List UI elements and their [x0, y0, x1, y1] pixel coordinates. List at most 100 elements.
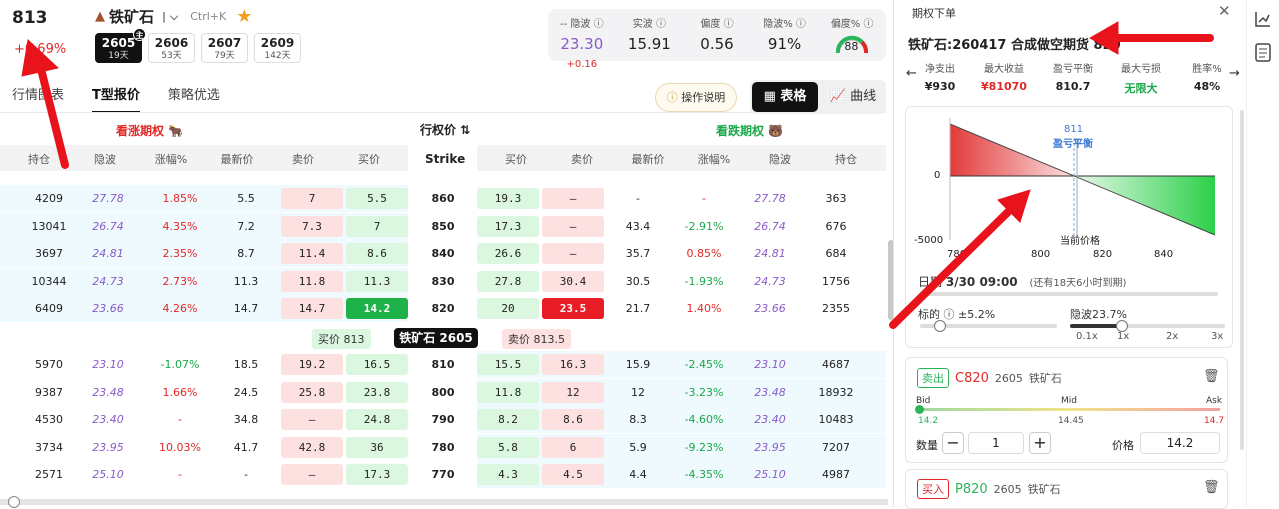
info-icon: ⓘ: [943, 308, 955, 321]
chevron-right-icon[interactable]: →: [1229, 66, 1240, 81]
strike-label[interactable]: 行权价 ⇅: [420, 123, 471, 137]
panel-title: 期权下单: [912, 7, 956, 20]
iv-slider-handle[interactable]: [1116, 320, 1128, 332]
ask-price-box[interactable]: 6: [542, 436, 604, 458]
tab-strategy[interactable]: 策略优选: [167, 88, 220, 103]
price-marker[interactable]: [915, 405, 924, 414]
option-row[interactable]: 3734 23.95 10.03% 41.7 5.9 -9.23% 23.95 7207 42.…: [0, 433, 886, 461]
column-header[interactable]: 涨幅%: [154, 153, 188, 166]
bid-price-box[interactable]: 36: [346, 436, 408, 458]
bid-price-box[interactable]: 11.3: [346, 270, 408, 292]
side-tag-sell[interactable]: 卖出: [917, 368, 949, 388]
ask-price-box[interactable]: 25.8: [281, 381, 343, 403]
ask-price-box[interactable]: –: [542, 188, 604, 209]
bid-price-box[interactable]: 19.3: [477, 188, 539, 209]
column-header[interactable]: 卖价: [571, 153, 593, 166]
bid-price-box[interactable]: 4.3: [477, 464, 539, 485]
trash-icon[interactable]: 🗑: [1203, 480, 1220, 495]
month-2609[interactable]: 2609 142天: [254, 33, 301, 63]
tab-chart[interactable]: 行情图表: [12, 88, 65, 103]
qty-input[interactable]: 1: [968, 432, 1024, 454]
bid-price-box[interactable]: 20: [477, 298, 539, 319]
bid-price-box[interactable]: 15.5: [477, 354, 539, 375]
chevron-left-icon[interactable]: ←: [906, 66, 917, 81]
column-header[interactable]: 持仓: [835, 153, 857, 166]
ask-price-box[interactable]: 7.3: [281, 215, 343, 237]
instrument-selector[interactable]: ▲ 铁矿石 | ⌵ Ctrl+K ★: [95, 6, 252, 27]
document-icon[interactable]: [1255, 43, 1271, 62]
bid-price-box[interactable]: 26.6: [477, 243, 539, 264]
month-2606[interactable]: 2606 53天: [148, 33, 195, 63]
ask-price-box[interactable]: 7: [281, 188, 343, 209]
bid-price-box[interactable]: 23.8: [346, 381, 408, 403]
panel-scrollbar[interactable]: [1240, 110, 1244, 450]
option-row[interactable]: 13041 26.74 4.35% 7.2 43.4 -2.91% 26.74 676 7.3 7…: [0, 212, 886, 240]
cell-p-iv: 23.48: [754, 385, 786, 399]
curve-view-button[interactable]: 📈 曲线: [829, 89, 877, 104]
horizontal-scrollbar[interactable]: [0, 499, 888, 505]
scroll-handle[interactable]: [8, 496, 20, 508]
bid-price-box[interactable]: 14.2: [346, 298, 408, 319]
bid-price-box[interactable]: 7: [346, 215, 408, 237]
side-tag-buy[interactable]: 买入: [917, 479, 949, 499]
option-row[interactable]: 4209 27.78 1.85% 5.5- -27.78 363 7 5.5 19.3–860: [0, 185, 886, 212]
column-header[interactable]: 隐波: [94, 153, 116, 166]
chart-tool-icon[interactable]: [1254, 10, 1272, 28]
bid-price-box[interactable]: 5.5: [346, 188, 408, 209]
help-button[interactable]: ⓘ 操作说明: [655, 83, 737, 112]
bid-price-box[interactable]: 8.6: [346, 243, 408, 264]
price-range-bar[interactable]: [918, 408, 1220, 411]
bid-price-box[interactable]: 17.3: [346, 464, 408, 485]
column-header[interactable]: 卖价: [292, 153, 314, 166]
ask-price-box[interactable]: 42.8: [281, 436, 343, 458]
ask-price-box[interactable]: 19.2: [281, 354, 343, 375]
bid-price-box[interactable]: 27.8: [477, 270, 539, 292]
bid-price-box[interactable]: 24.8: [346, 409, 408, 430]
bid-price-box[interactable]: 11.8: [477, 381, 539, 403]
iv-slider[interactable]: [1070, 324, 1225, 328]
option-row[interactable]: 2571 25.10 - - 4.4 -4.35% 25.10 4987 –17.3 4.3 4.5…: [0, 461, 886, 488]
ask-price-box[interactable]: 11.8: [281, 270, 343, 292]
trash-icon[interactable]: 🗑: [1203, 369, 1220, 384]
option-row[interactable]: 6409 23.66 4.26% 14.7 21.7 1.40% 23.66 2355 14.7…: [0, 295, 886, 322]
column-header[interactable]: 最新价: [631, 153, 665, 166]
ask-price-box[interactable]: –: [542, 243, 604, 264]
ask-price-box[interactable]: –: [281, 464, 343, 485]
column-header[interactable]: 最新价: [220, 153, 254, 166]
ask-price-box[interactable]: –: [542, 215, 604, 237]
ask-price-box[interactable]: 23.5: [542, 298, 604, 319]
ask-price-box[interactable]: –: [281, 409, 343, 430]
underlying-slider-handle[interactable]: [934, 320, 946, 332]
column-header[interactable]: 买价: [358, 153, 380, 166]
option-row[interactable]: 9387 23.48 1.66% 24.5 12 -3.23% 23.48 18932 25.8…: [0, 378, 886, 406]
qty-plus-button[interactable]: +: [1029, 432, 1051, 454]
date-slider[interactable]: [920, 292, 1218, 296]
bid-price-box[interactable]: 16.5: [346, 354, 408, 375]
ask-price-box[interactable]: 14.7: [281, 298, 343, 319]
month-2605[interactable]: 2605 19天 主: [95, 28, 146, 63]
option-row[interactable]: 5970 23.10 -1.07% 18.5 15.9 -2.45% 23.10 4687 19…: [0, 351, 886, 378]
ask-price-box[interactable]: 4.5: [542, 464, 604, 485]
option-row[interactable]: 3697 24.81 2.35% 8.7 35.7 0.85% 24.81 684 11.4 8.…: [0, 240, 886, 267]
column-header[interactable]: 涨幅%: [697, 153, 731, 166]
chevron-down-icon[interactable]: | ⌵: [162, 9, 179, 23]
column-header[interactable]: 隐波: [769, 153, 791, 166]
tab-t-quote[interactable]: T型报价: [92, 84, 140, 113]
favorite-star-icon[interactable]: ★: [236, 6, 253, 27]
qty-minus-button[interactable]: −: [942, 432, 964, 454]
price-input[interactable]: 14.2: [1140, 432, 1220, 454]
option-row[interactable]: 10344 24.73 2.73% 11.3 30.5 -1.93% 24.73 1756 11…: [0, 267, 886, 295]
ask-price-box[interactable]: 11.4: [281, 243, 343, 264]
ask-price-box[interactable]: 16.3: [542, 354, 604, 375]
ask-price-box[interactable]: 30.4: [542, 270, 604, 292]
column-header[interactable]: 买价: [505, 153, 527, 166]
bid-price-box[interactable]: 17.3: [477, 215, 539, 237]
ask-price-box[interactable]: 12: [542, 381, 604, 403]
bid-price-box[interactable]: 5.8: [477, 436, 539, 458]
month-2607[interactable]: 2607 79天: [201, 33, 248, 63]
bid-price-box[interactable]: 8.2: [477, 409, 539, 430]
close-icon[interactable]: ✕: [1218, 2, 1231, 20]
table-view-button[interactable]: ▦ 表格: [752, 82, 818, 112]
option-row[interactable]: 4530 23.40 - 34.8 8.3 -4.60% 23.40 10483 –24.8 8.…: [0, 406, 886, 433]
ask-price-box[interactable]: 8.6: [542, 409, 604, 430]
